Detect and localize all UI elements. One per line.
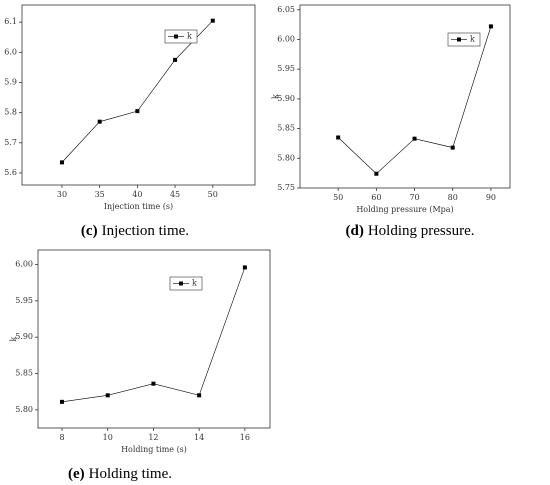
legend-label: k: [192, 279, 197, 288]
x-tick-label: 80: [448, 193, 458, 202]
legend-label: k: [187, 32, 192, 41]
y-tick-label: 5.90: [15, 332, 33, 341]
data-point: [135, 109, 140, 114]
y-tick-label: 5.85: [15, 369, 33, 378]
caption-label: (d): [346, 223, 364, 239]
x-axis-label: Holding time (s): [121, 445, 187, 454]
legend-marker: [179, 281, 183, 286]
data-point: [242, 265, 247, 270]
x-tick-label: 60: [371, 193, 381, 202]
x-tick-label: 90: [486, 193, 496, 202]
x-tick-label: 8: [59, 433, 64, 442]
y-tick-label: 6.00: [277, 34, 295, 43]
data-point: [412, 136, 417, 141]
data-point: [97, 119, 102, 124]
x-tick-label: 70: [409, 193, 419, 202]
y-tick-label: 5.7: [4, 138, 17, 147]
y-tick-label: 5.95: [277, 64, 295, 73]
caption-label: (e): [68, 466, 85, 482]
x-axis-label: Holding pressure (Mpa): [356, 205, 453, 214]
chart: 5.80 5.85 5.90 5.95 6.00 8 10 12 14 16 Holding tim…: [9, 249, 271, 482]
y-tick-label: 5.90: [277, 94, 295, 103]
plot-frame: [21, 4, 256, 186]
data-point: [151, 381, 156, 386]
y-axis-label: k: [9, 336, 18, 341]
y-tick-label: 6.0: [4, 47, 17, 56]
chart: 5.6 5.7 5.8 5.9 6.0 6.1 30 35 40 45 50 Injection ti…: [0, 4, 256, 239]
x-tick-label: 40: [132, 190, 142, 199]
caption: (c) Injection time.: [81, 223, 189, 239]
x-tick-label: 12: [148, 433, 158, 442]
data-point: [105, 393, 110, 398]
y-tick-label: 5.8: [4, 108, 17, 117]
data-point: [59, 160, 64, 165]
series-line: [337, 26, 492, 175]
y-tick-label: 5.95: [15, 296, 33, 305]
y-tick-label: 5.6: [4, 168, 17, 177]
x-tick-label: 50: [208, 190, 218, 199]
x-tick-label: 30: [57, 190, 67, 199]
x-axis-label: Injection time (s): [104, 202, 173, 211]
data-point: [374, 171, 379, 176]
legend-label: k: [470, 35, 475, 44]
chart: 5.75 5.80 5.85 5.90 5.95 6.00 6.05 50 60 70 80 90 Ho…: [271, 4, 511, 239]
data-point: [450, 145, 455, 150]
plot-frame: [37, 249, 271, 429]
x-tick-label: 14: [194, 433, 204, 442]
legend-marker: [174, 34, 178, 39]
data-point: [488, 24, 493, 29]
x-tick-label: 50: [333, 193, 343, 202]
y-tick-label: 6.1: [4, 17, 17, 26]
data-point: [197, 393, 202, 398]
y-tick-label: 6.05: [277, 5, 295, 14]
caption-text: Injection time.: [102, 223, 189, 239]
data-point: [210, 18, 215, 23]
y-tick-label: 5.9: [4, 77, 17, 86]
legend-marker: [457, 37, 461, 42]
caption-text: Holding pressure.: [368, 223, 475, 239]
y-tick-label: 5.80: [277, 153, 295, 162]
caption-text: Holding time.: [89, 466, 172, 482]
caption: (e) Holding time.: [68, 466, 172, 482]
x-tick-label: 16: [240, 433, 250, 442]
data-point: [60, 399, 64, 404]
x-tick-label: 10: [103, 433, 113, 442]
y-axis-label: k: [0, 92, 2, 97]
data-point: [336, 135, 341, 140]
y-tick-label: 5.80: [15, 405, 33, 414]
y-tick-label: 5.85: [277, 124, 295, 133]
y-tick-label: 6.00: [15, 260, 33, 269]
y-axis-label: k: [271, 94, 280, 99]
caption: (d) Holding pressure.: [346, 223, 475, 239]
x-tick-label: 45: [170, 190, 180, 199]
data-point: [173, 57, 178, 62]
y-tick-label: 5.75: [277, 183, 295, 192]
plot-frame: [299, 4, 511, 189]
x-tick-label: 35: [95, 190, 105, 199]
caption-label: (c): [81, 223, 98, 239]
